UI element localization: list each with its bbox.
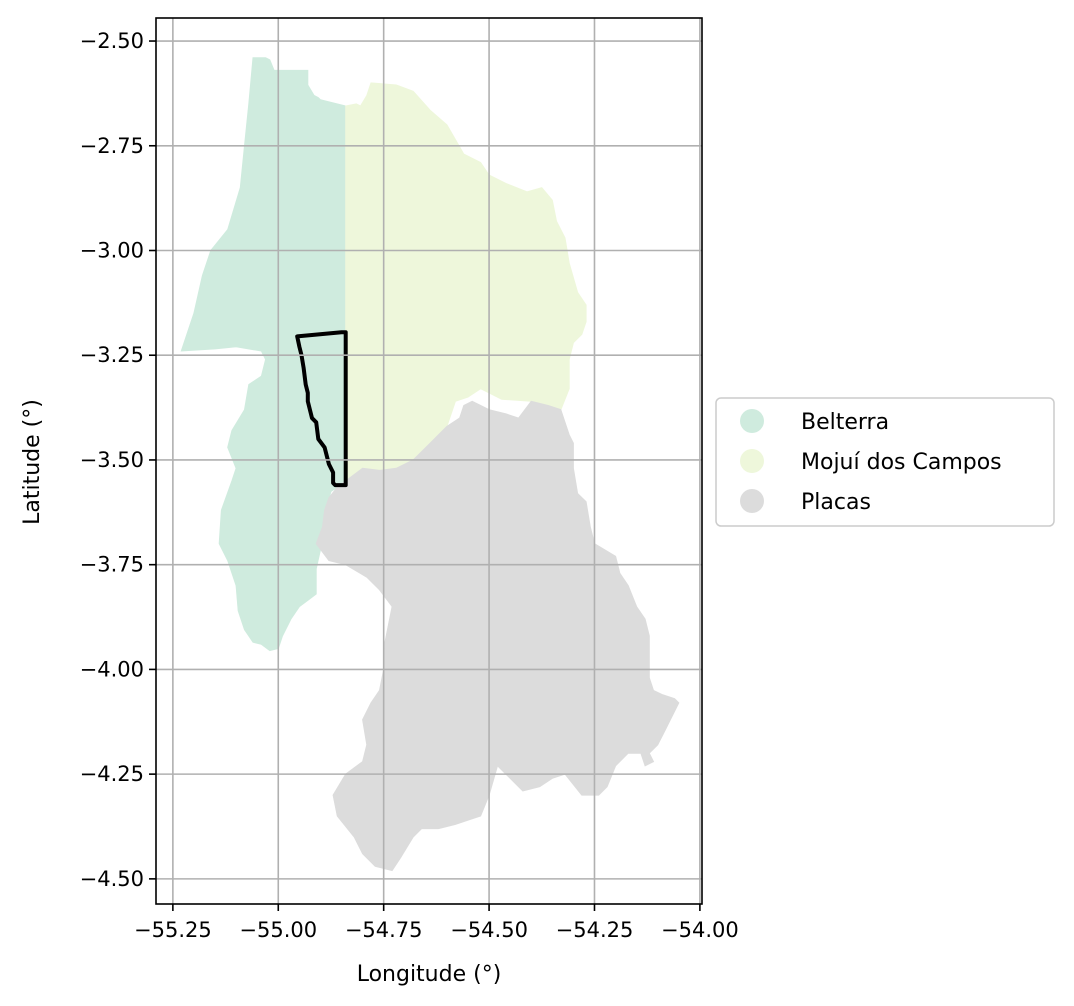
legend-label-mojui-dos-campos: Mojuí dos Campos bbox=[801, 450, 1002, 475]
y-tick-label: −3.75 bbox=[80, 553, 144, 577]
x-tick-label: −54.75 bbox=[345, 918, 423, 942]
y-tick-label: −3.50 bbox=[80, 448, 144, 472]
y-tick-label: −2.75 bbox=[80, 134, 144, 158]
grid-layer bbox=[156, 18, 702, 904]
x-tick-label: −54.25 bbox=[556, 918, 634, 942]
legend-label-placas: Placas bbox=[801, 490, 871, 515]
axes-frame bbox=[155, 17, 703, 905]
x-tick-label: −55.25 bbox=[134, 918, 212, 942]
y-tick-label: −3.00 bbox=[80, 238, 144, 262]
y-tick-label: −3.25 bbox=[80, 343, 144, 367]
y-tick-label: −4.50 bbox=[80, 867, 144, 891]
x-tick-label: −55.00 bbox=[239, 918, 317, 942]
legend-frame bbox=[715, 397, 1055, 527]
legend-marker-belterra bbox=[740, 409, 764, 433]
y-axis-label: Latitude (°) bbox=[20, 399, 45, 525]
region-belterra bbox=[180, 57, 347, 652]
region-placas bbox=[315, 400, 680, 872]
y-tick-label: −4.00 bbox=[80, 657, 144, 681]
legend: Belterra Mojuí dos Campos Placas bbox=[715, 397, 1055, 527]
x-ticks: −55.25 −55.00 −54.75 −54.50 −54.25 −54.00 bbox=[134, 904, 739, 942]
legend-marker-placas bbox=[740, 489, 764, 513]
y-tick-label: −4.25 bbox=[80, 762, 144, 786]
x-axis-label: Longitude (°) bbox=[357, 962, 502, 987]
legend-marker-mojui-dos-campos bbox=[740, 449, 764, 473]
legend-label-belterra: Belterra bbox=[801, 410, 889, 435]
outline-layer bbox=[295, 330, 348, 488]
y-ticks: −2.50 −2.75 −3.00 −3.25 −3.50 −3.75 −4.00 −4.25… bbox=[80, 29, 156, 891]
study-area-outline bbox=[295, 330, 348, 488]
legend-entries: Belterra Mojuí dos Campos Placas bbox=[740, 409, 1002, 515]
x-tick-label: −54.50 bbox=[450, 918, 528, 942]
y-tick-label: −2.50 bbox=[80, 29, 144, 53]
x-tick-label: −54.00 bbox=[661, 918, 739, 942]
map-regions bbox=[180, 57, 680, 872]
